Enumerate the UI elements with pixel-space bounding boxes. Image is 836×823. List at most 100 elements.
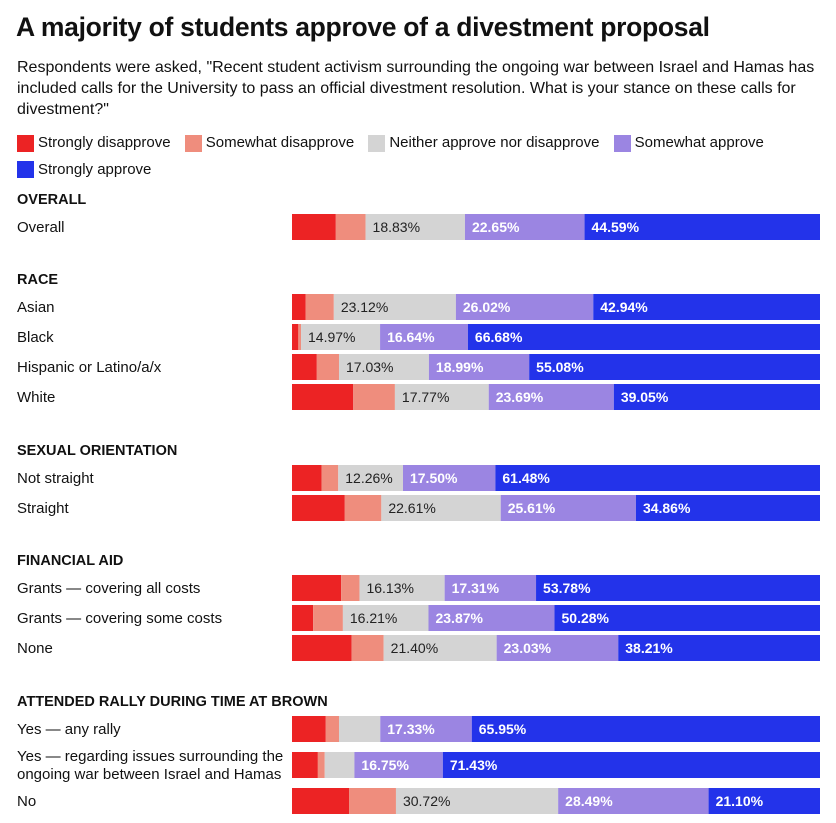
bar-segment bbox=[529, 354, 820, 380]
bar-segment bbox=[316, 354, 339, 380]
bar-segment bbox=[428, 605, 555, 631]
bar-segment bbox=[593, 294, 820, 320]
bar-segment bbox=[338, 716, 381, 742]
data-label: 42.94% bbox=[600, 299, 648, 315]
bar-segment bbox=[383, 635, 497, 661]
bar-segment bbox=[338, 354, 429, 380]
data-label: 22.65% bbox=[472, 219, 520, 235]
bar-segment bbox=[584, 214, 820, 240]
bar-segment bbox=[380, 716, 472, 742]
data-label: 25.61% bbox=[508, 500, 556, 516]
bar-segment bbox=[292, 354, 317, 380]
data-label: 18.99% bbox=[436, 359, 484, 375]
bar-segment bbox=[354, 752, 443, 778]
data-label: 23.87% bbox=[435, 610, 483, 626]
data-label: 18.83% bbox=[373, 219, 420, 235]
bar-segment bbox=[321, 465, 339, 491]
bar-segment bbox=[496, 635, 619, 661]
bar-segment bbox=[292, 214, 336, 240]
bar-segment bbox=[292, 384, 354, 410]
data-label: 71.43% bbox=[450, 757, 498, 773]
row-label: Yes — any rally bbox=[17, 721, 121, 738]
legend-swatch bbox=[184, 134, 202, 152]
bar-segment bbox=[488, 384, 614, 410]
bar-segment bbox=[338, 465, 403, 491]
data-label: 61.48% bbox=[502, 470, 550, 486]
bar-segment bbox=[298, 324, 302, 350]
bar-segment bbox=[442, 752, 820, 778]
legend: Strongly disapprove Somewhat disapprove … bbox=[17, 132, 817, 185]
bar-segment bbox=[349, 788, 396, 814]
bar-segment bbox=[301, 324, 381, 350]
bar-segment bbox=[335, 214, 366, 240]
row-label: No bbox=[17, 793, 36, 810]
bar-segment bbox=[305, 294, 334, 320]
legend-swatch bbox=[613, 134, 631, 152]
data-label: 17.50% bbox=[410, 470, 458, 486]
data-label: 22.61% bbox=[388, 500, 435, 516]
bar-segment bbox=[500, 495, 636, 521]
group-header: FINANCIAL AID bbox=[17, 553, 123, 569]
bar-segment bbox=[359, 575, 445, 601]
bar-segment bbox=[558, 788, 709, 814]
bar-segment bbox=[402, 465, 496, 491]
bar-segment bbox=[381, 495, 501, 521]
data-label: 44.59% bbox=[592, 219, 640, 235]
data-label: 28.49% bbox=[565, 793, 613, 809]
chart-subtitle: Respondents were asked, "Recent student … bbox=[17, 59, 815, 118]
data-label: 23.12% bbox=[341, 299, 388, 315]
data-label: 16.75% bbox=[361, 757, 409, 773]
row-label: Black bbox=[17, 329, 54, 346]
legend-label: Somewhat disapprove bbox=[205, 134, 355, 151]
data-label: 12.26% bbox=[345, 470, 392, 486]
row-label: Grants — covering all costs bbox=[17, 580, 200, 597]
data-label: 16.21% bbox=[350, 610, 397, 626]
bar-segment bbox=[324, 752, 355, 778]
data-label: 66.68% bbox=[475, 329, 523, 345]
bar-segment bbox=[351, 635, 384, 661]
bar-segment bbox=[618, 635, 820, 661]
bar-segment bbox=[471, 716, 820, 742]
row-label: Not straight bbox=[17, 470, 95, 487]
group-header: ATTENDED RALLY DURING TIME AT BROWN bbox=[17, 694, 328, 710]
bar-segment bbox=[554, 605, 820, 631]
bar-segment bbox=[292, 294, 306, 320]
data-label: 30.72% bbox=[403, 793, 450, 809]
data-label: 21.10% bbox=[716, 793, 764, 809]
bar-segment bbox=[380, 324, 468, 350]
bar-segment bbox=[325, 716, 339, 742]
legend-swatch bbox=[368, 134, 386, 152]
bar-segment bbox=[428, 354, 530, 380]
data-label: 23.03% bbox=[504, 640, 552, 656]
row-label: Grants — covering some costs bbox=[17, 610, 222, 627]
bar-segment bbox=[613, 384, 820, 410]
data-label: 21.40% bbox=[391, 640, 438, 656]
bar-segment bbox=[292, 495, 345, 521]
bar-segment bbox=[344, 495, 382, 521]
chart-title: A majority of students approve of a dive… bbox=[16, 12, 710, 42]
bar-segment bbox=[394, 384, 489, 410]
bar-segment bbox=[292, 605, 314, 631]
row-label: Straight bbox=[17, 500, 70, 517]
bar-segment bbox=[292, 575, 342, 601]
data-label: 23.69% bbox=[496, 389, 544, 405]
legend-label: Strongly disapprove bbox=[38, 134, 171, 151]
legend-item-somewhat-disapprove: Somewhat disapprove bbox=[184, 132, 355, 154]
bar-segment bbox=[365, 214, 465, 240]
legend-label: Strongly approve bbox=[38, 160, 152, 178]
bar-segment bbox=[313, 605, 343, 631]
bar-segment bbox=[333, 294, 456, 320]
bar-segment bbox=[464, 214, 585, 240]
legend-item-neither: Neither approve nor disapprove bbox=[368, 132, 599, 154]
group-header: RACE bbox=[17, 272, 58, 288]
legend-item-strongly-disapprove: Strongly disapprove bbox=[17, 132, 171, 154]
legend-swatch bbox=[17, 161, 34, 178]
row-label: Asian bbox=[17, 299, 55, 316]
group-header: SEXUAL ORIENTATION bbox=[17, 443, 177, 459]
bar-segment bbox=[317, 752, 325, 778]
data-label: 38.21% bbox=[625, 640, 673, 656]
legend-item-somewhat-approve: Somewhat approve bbox=[613, 132, 764, 154]
data-label: 17.33% bbox=[387, 721, 435, 737]
bar-segment bbox=[341, 575, 360, 601]
bar-segment bbox=[292, 788, 350, 814]
